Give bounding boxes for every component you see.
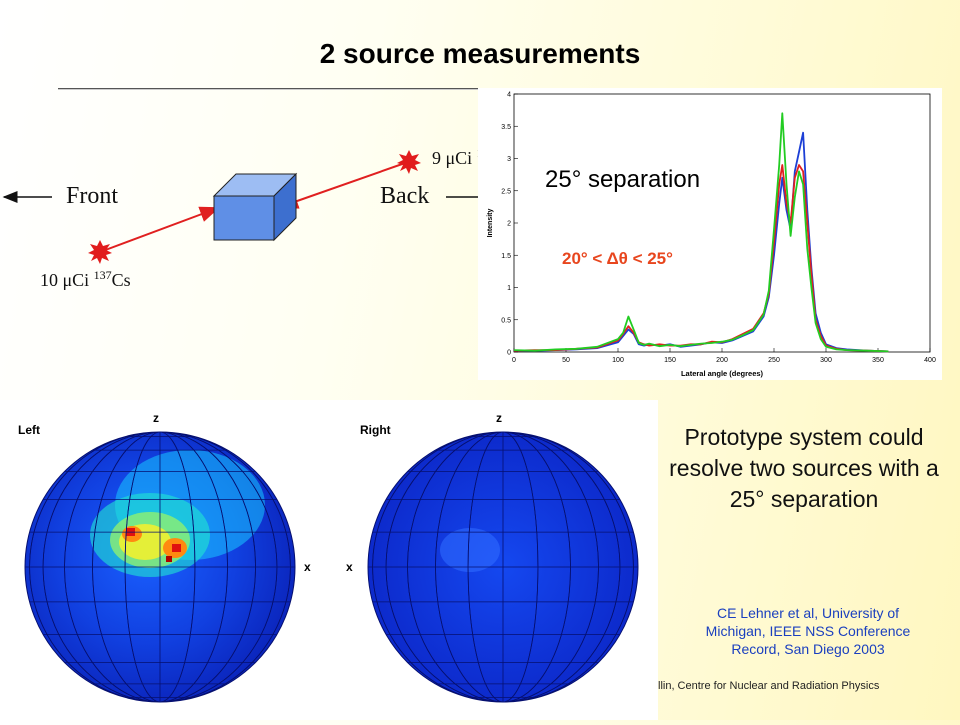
y-tick-label: 2.5 — [501, 188, 511, 195]
x-tick-label: 250 — [768, 357, 780, 364]
x-axis-label: Lateral angle (degrees) — [681, 369, 764, 378]
intensity-chart: 0 50 100 150 200 250 300 350 400 0 0.5 1 1.5 2 2.5 3 3.5… — [487, 92, 936, 379]
series-line-2 — [513, 164, 889, 353]
summary-text: Prototype system could resolve two sourc… — [669, 424, 939, 512]
x-tick-label: 150 — [664, 357, 676, 364]
source-line-top — [278, 161, 409, 209]
y-tick-label: 4 — [507, 92, 511, 99]
x-tick-label: 200 — [716, 357, 728, 364]
source-geometry-diagram — [2, 150, 480, 264]
y-tick-label: 3.5 — [501, 124, 511, 131]
y-tick-label: 1 — [507, 285, 511, 292]
separation-label: 25° separation — [545, 166, 701, 193]
source-bottom-mass-number: 137 — [93, 268, 112, 282]
source-label-bottom: 10 μCi 137Cs — [40, 268, 131, 291]
y-axis-label: Intensity — [487, 209, 494, 238]
plot-frame — [513, 93, 931, 353]
slide-title: 2 source measurements — [319, 38, 641, 69]
detector-cube — [212, 172, 298, 242]
left-map-z-axis: z — [153, 411, 159, 425]
source-star-top — [397, 150, 421, 174]
angle-range-label: 20° < Δθ < 25° — [562, 249, 673, 268]
y-tick-label: 1.5 — [501, 253, 511, 260]
source-star-bottom — [88, 240, 112, 264]
left-map-x-axis: x — [304, 560, 311, 574]
y-tick-label: 2 — [507, 221, 511, 228]
x-tick-label: 300 — [820, 357, 832, 364]
left-map-label: Left — [18, 423, 40, 437]
right-map-z-axis: z — [496, 411, 502, 425]
left-sphere-map — [24, 431, 296, 703]
sphere-maps: Left z x Right z x — [18, 411, 639, 703]
source-bottom-element: Cs — [111, 270, 131, 290]
right-map-label: Right — [360, 423, 391, 437]
sphere-maps-panel: Left z x Right z x — [0, 400, 658, 720]
x-tick-label: 0 — [512, 357, 516, 364]
right-map-x-axis: x — [346, 560, 353, 574]
slide-footer: llin, Centre for Nuclear and Radiation P… — [658, 680, 880, 692]
back-label: Back — [380, 183, 430, 209]
x-tick-label: 350 — [872, 357, 884, 364]
right-sphere-map — [367, 431, 639, 703]
y-tick-label: 3 — [507, 156, 511, 163]
source-top-activity: 9 μCi — [432, 148, 477, 168]
source-bottom-activity: 10 μCi — [40, 270, 94, 290]
citation-text: CE Lehner et al, University of Michigan,… — [705, 605, 911, 657]
front-label: Front — [66, 183, 119, 209]
source-line-bottom — [99, 206, 220, 253]
series-line-3 — [513, 112, 889, 353]
intensity-plot-panel: 0 50 100 150 200 250 300 350 400 0 0.5 1 1.5 2 2.5 3 3.5… — [478, 88, 942, 380]
x-tick-label: 50 — [562, 357, 570, 364]
x-tick-label: 400 — [924, 357, 936, 364]
x-tick-label: 100 — [612, 357, 624, 364]
y-tick-label: 0 — [507, 350, 511, 357]
y-tick-label: 0.5 — [501, 317, 511, 324]
